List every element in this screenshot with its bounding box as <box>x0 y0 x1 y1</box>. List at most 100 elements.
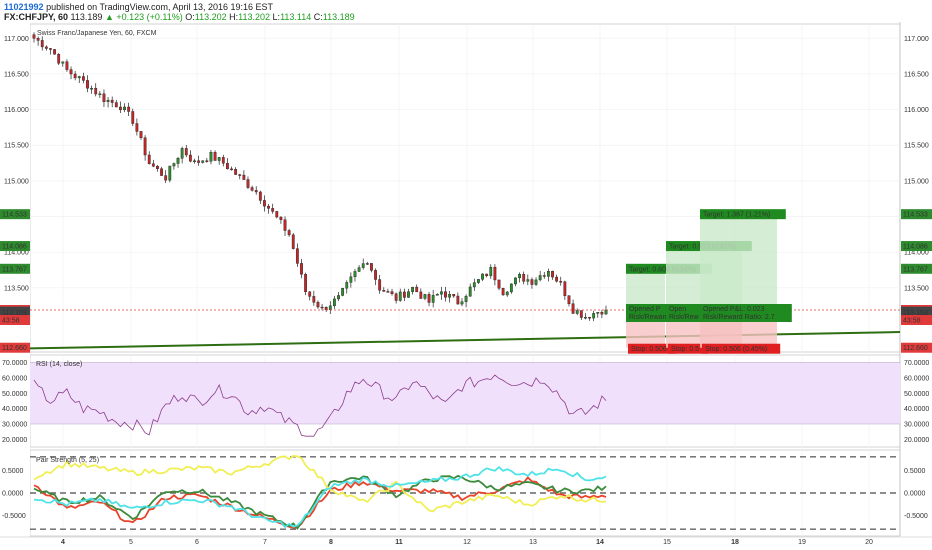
position-target-label: Target: 1.367 (1.21%) <box>703 212 770 219</box>
candle <box>382 290 386 292</box>
countdown-label: 43:58 <box>903 318 921 325</box>
candle <box>333 298 336 307</box>
position-stop-label-bg <box>702 343 781 354</box>
y-tick-label-right: 117.000 <box>904 36 929 43</box>
candle <box>295 248 299 264</box>
rsi-band <box>30 362 900 424</box>
candle <box>238 174 242 176</box>
candle <box>448 294 452 298</box>
y-tick-label-left: 114.000 <box>4 250 29 257</box>
position-rr-label: Risk/Reward Ratio: 2.7 <box>703 314 775 321</box>
y-tick-label-left: 116.000 <box>4 107 29 114</box>
candle <box>98 93 102 96</box>
pair-strength-title: Pair Strength (5, 25) <box>36 457 99 464</box>
price-tag-left-label: 114.533 <box>2 212 27 219</box>
candle <box>538 275 542 281</box>
y-tick-label-right: 113.500 <box>904 285 929 292</box>
position-stop-label: Stop: 0.5 <box>671 346 699 353</box>
candle <box>119 106 122 111</box>
candle <box>584 316 587 319</box>
candle <box>308 291 312 297</box>
candle <box>579 310 583 318</box>
price-tag-bg <box>901 342 932 353</box>
candle <box>485 273 489 277</box>
y-tick-label-left: 116.500 <box>4 71 29 78</box>
x-tick-label: 18 <box>731 539 739 546</box>
y-tick-label-right: 116.500 <box>904 71 929 78</box>
position-stop-label: Stop: 0.506 (0.45%) <box>705 346 767 353</box>
publish-info: published on TradingView.com, April 13, … <box>46 2 274 12</box>
rsi-series-line <box>33 374 607 437</box>
price-tag-left-bg <box>0 342 30 353</box>
price-tag-label: 114.086 <box>903 244 928 251</box>
x-tick-label: 4 <box>61 539 65 546</box>
chart-header: 11021992 published on TradingView.com, A… <box>0 0 932 22</box>
candle <box>205 160 209 162</box>
position-pnl-label: Opened P&L: 0.023 <box>703 306 765 313</box>
pair-strength-cyan-line <box>33 466 607 529</box>
candle <box>555 276 559 282</box>
candle <box>139 131 143 138</box>
candle <box>213 152 217 161</box>
countdown-left-label: 43:58 <box>2 318 20 325</box>
candle <box>493 266 497 281</box>
chart-canvas[interactable]: 117.000 117.000 116.500 116.500 116.000 116.0… <box>0 22 932 550</box>
y-tick-label-right: 116.000 <box>904 107 929 114</box>
candle <box>328 305 332 310</box>
symbol-label[interactable]: FX:CHFJPY, 60 <box>4 12 69 22</box>
candle <box>188 154 192 162</box>
candle <box>123 106 126 111</box>
rsi-tick-right: 40.0000 <box>904 406 929 413</box>
x-tick-label: 11 <box>395 539 403 546</box>
candle <box>386 291 390 293</box>
position-info-bg <box>666 304 704 323</box>
low-value: 113.114 <box>280 12 312 22</box>
last-price: 113.189 <box>70 12 103 22</box>
candle <box>353 271 357 277</box>
candle <box>464 295 468 302</box>
candle <box>143 137 147 156</box>
candle <box>571 303 575 314</box>
pair-strength-tick-left: 0.5000 <box>2 468 24 475</box>
candle <box>407 291 410 298</box>
candle <box>534 279 538 285</box>
price-tag-label: 113.153 <box>903 310 928 317</box>
candle <box>312 296 316 303</box>
candle <box>460 301 464 305</box>
rsi-tick-left: 30.0000 <box>2 422 27 429</box>
candle <box>427 294 431 303</box>
candle <box>53 49 56 55</box>
candle <box>320 306 324 309</box>
candle <box>357 267 361 272</box>
candle <box>509 283 513 293</box>
y-tick-label-left: 113.500 <box>4 285 29 292</box>
rsi-tick-left: 20.0000 <box>2 437 27 444</box>
price-change: ▲ +0.123 (+0.11%) <box>104 12 183 22</box>
candle <box>526 279 530 282</box>
candle <box>230 168 233 171</box>
candle <box>250 187 254 191</box>
candle <box>596 312 600 314</box>
candle <box>209 152 213 162</box>
candle <box>110 99 114 103</box>
candle <box>431 295 435 303</box>
candle <box>40 40 44 48</box>
candle <box>193 160 196 162</box>
candle <box>176 158 180 164</box>
candle <box>69 69 73 75</box>
candle <box>287 230 291 236</box>
y-tick-label-left: 115.000 <box>4 178 29 185</box>
rsi-title: RSI (14, close) <box>36 361 82 368</box>
right-axis-bg <box>900 22 932 536</box>
x-tick-label: 12 <box>463 539 471 546</box>
candle <box>341 288 345 296</box>
candle <box>563 281 567 296</box>
candle <box>44 46 48 49</box>
high-value: 113.202 <box>238 12 271 22</box>
price-tag-left-label: 112.660 <box>2 345 27 352</box>
candle <box>468 286 472 297</box>
author-name[interactable]: 11021992 <box>4 2 44 12</box>
price-tag-left-label: 113.767 <box>2 266 27 273</box>
candle <box>300 263 303 275</box>
position-rr-label: Risk/Rew <box>669 314 700 321</box>
